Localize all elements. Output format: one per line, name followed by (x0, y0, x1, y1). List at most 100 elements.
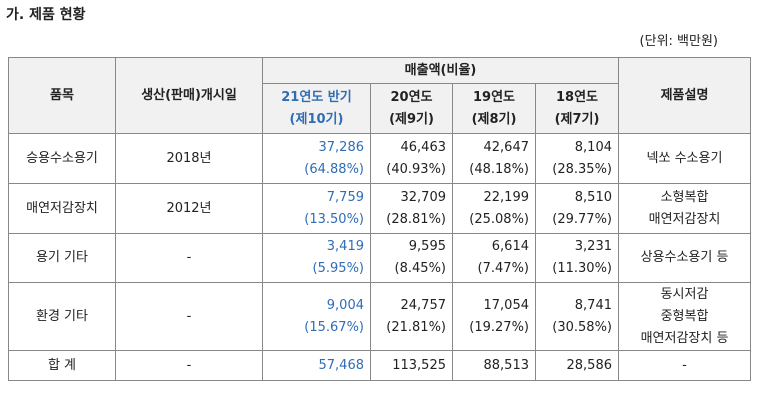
cell-line: (15.67%) (304, 319, 364, 335)
cell-line: 37,286 (318, 139, 365, 155)
desc-cell: 상용수소용기 등 (618, 233, 751, 283)
value-cell: 46,463 (40.93%) (370, 133, 453, 184)
header-cell: 20연도 (제9기) (370, 83, 453, 134)
cell-line: 42,647 (483, 139, 530, 155)
cell-line: (8.45%) (394, 261, 446, 276)
cell-line: 7,759 (326, 189, 364, 205)
cell-line: 8,510 (574, 189, 612, 205)
item-cell: 승용수소용기 (8, 133, 116, 184)
value-cell: 32,709 (28.81%) (370, 183, 453, 234)
value-cell: 22,199 (25.08%) (452, 183, 536, 234)
section-title: 가. 제품 현황 (6, 7, 86, 23)
data-row: 합 계 -57,468 113,525 88,513 28,586- (8, 350, 751, 381)
header-cell: 19연도 (제8기) (452, 83, 536, 134)
cell-line: (제8기) (471, 111, 517, 127)
value-cell: 17,054 (19.27%) (452, 282, 536, 351)
cell-line: (25.08%) (469, 211, 529, 227)
cell-line: 113,525 (392, 357, 446, 373)
cell-line: 매연저감장치 등 (640, 330, 729, 346)
item-cell: 환경 기타 (8, 282, 116, 351)
value-cell: 28,586 (535, 350, 619, 381)
cell-line: (28.81%) (386, 211, 446, 227)
cell-line: (30.58%) (552, 319, 612, 335)
start-cell: - (115, 282, 263, 351)
data-row: 승용수소용기 2018년 37,286 (64.88%) 46,463 (40.93%) 4… (8, 133, 751, 184)
cell-line: 17,054 (483, 297, 530, 313)
start-cell: 2018년 (115, 133, 263, 184)
item-cell: 용기 기타 (8, 233, 116, 283)
header-row: 품목 생산(판매)개시일 매출액(비율) 제품설명 (8, 57, 751, 134)
cell-line: 18연도 (555, 89, 598, 105)
header-cell: 품목 (8, 57, 116, 134)
cell-line: 22,199 (483, 189, 530, 205)
product-table: 품목 생산(판매)개시일 매출액(비율) 제품설명 21연도 반기 (제10기) 20연도(… (8, 57, 751, 381)
value-cell: 24,757 (21.81%) (370, 282, 453, 351)
cell-line: 21연도 반기 (281, 89, 352, 105)
cell-line: (40.93%) (386, 161, 446, 177)
cell-line: (7.47%) (477, 261, 529, 276)
cell-line: (48.18%) (469, 161, 529, 177)
data-row: 매연저감장치 2012년 7,759 (13.50%) 32,709 (28.81%) 22… (8, 183, 751, 234)
header-cell: 매출액(비율) (262, 57, 619, 84)
value-cell: 8,741 (30.58%) (535, 282, 619, 351)
value-cell: 8,510 (29.77%) (535, 183, 619, 234)
cell-line: 넥쏘 수소용기 (646, 150, 723, 166)
cell-line: 46,463 (400, 139, 447, 155)
cell-line: 9,004 (326, 297, 364, 313)
cell-line: (제10기) (289, 111, 344, 127)
item-cell: 합 계 (8, 350, 116, 381)
value-cell: 88,513 (452, 350, 536, 381)
cell-line: 8,741 (574, 297, 612, 313)
unit-note: (단위: 백만원) (639, 34, 718, 49)
cell-line: 32,709 (400, 189, 447, 205)
cell-line: 3,231 (574, 239, 612, 254)
cell-line: 57,468 (318, 357, 365, 373)
cell-line: (19.27%) (469, 319, 529, 335)
header-cell: 18연도 (제7기) (535, 83, 619, 134)
header-row: 21연도 반기 (제10기) 20연도 (제9기) 19연도 (제8기) 18연도 (제7기) (9, 83, 751, 134)
cell-line: 88,513 (483, 357, 530, 373)
cell-line: 매연저감장치 (648, 211, 721, 227)
cell-line: (13.50%) (304, 211, 364, 227)
value-cell: 113,525 (370, 350, 453, 381)
start-cell: - (115, 350, 263, 381)
cell-line: 소형복합 (660, 189, 709, 205)
cell-line: 20연도 (390, 89, 433, 105)
value-cell: 37,286 (64.88%) (262, 133, 371, 184)
value-cell: 6,614 (7.47%) (452, 233, 536, 283)
cell-line: 상용수소용기 등 (640, 250, 729, 265)
cell-line: 3,419 (326, 239, 364, 254)
value-cell: 57,468 (262, 350, 371, 381)
value-cell: 7,759 (13.50%) (262, 183, 371, 234)
cell-line: (28.35%) (552, 161, 612, 177)
start-cell: 2012년 (115, 183, 263, 234)
cell-line: (11.30%) (552, 261, 612, 276)
data-row: 환경 기타 - 9,004 (15.67%) 24,757 (21.81%) 17,054 (… (8, 282, 751, 351)
cell-line: 동시저감 (660, 286, 709, 302)
cell-line: 중형복합 (660, 308, 709, 324)
cell-line: (제7기) (554, 111, 600, 127)
start-cell: - (115, 233, 263, 283)
value-cell: 8,104 (28.35%) (535, 133, 619, 184)
value-cell: 9,595 (8.45%) (370, 233, 453, 283)
cell-line: 9,595 (408, 239, 446, 254)
header-cell: 21연도 반기 (제10기) (262, 83, 371, 134)
desc-cell: 넥쏘 수소용기 (618, 133, 751, 184)
cell-line: (제9기) (389, 111, 434, 127)
data-row: 용기 기타 - 3,419 (5.95%) 9,595 (8.45%) 6,614 (7.47… (8, 233, 751, 283)
cell-line: - (682, 357, 687, 373)
desc-cell: - (618, 350, 751, 381)
cell-line: (29.77%) (552, 211, 612, 227)
cell-line: 19연도 (472, 89, 515, 105)
cell-line: 8,104 (574, 139, 612, 155)
header-cell: 제품설명 (618, 57, 751, 134)
cell-line: 28,586 (566, 357, 613, 373)
cell-line: 6,614 (491, 239, 529, 254)
value-cell: 42,647 (48.18%) (452, 133, 536, 184)
cell-line: (21.81%) (386, 319, 446, 335)
header-cell: 생산(판매)개시일 (115, 57, 263, 134)
cell-line: (64.88%) (304, 161, 364, 177)
